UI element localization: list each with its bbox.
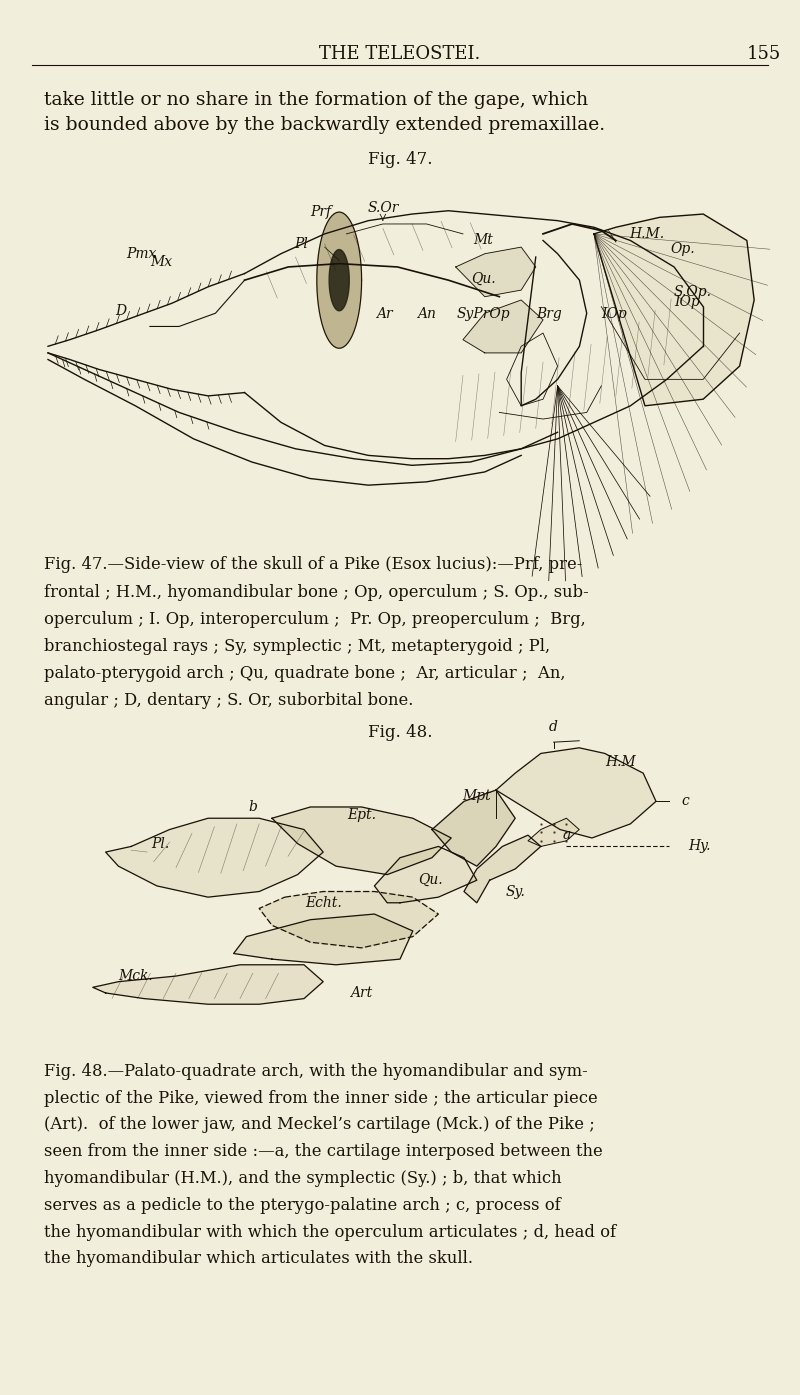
- Text: c: c: [682, 794, 690, 808]
- Text: H.M.: H.M.: [629, 227, 664, 241]
- Text: Brg: Brg: [536, 307, 562, 321]
- Text: Mt: Mt: [474, 233, 494, 247]
- Text: Mck.: Mck.: [118, 970, 153, 983]
- Polygon shape: [374, 847, 477, 903]
- Polygon shape: [93, 965, 323, 1004]
- Text: Mpt: Mpt: [462, 788, 491, 802]
- Polygon shape: [234, 914, 413, 965]
- Text: b: b: [248, 799, 258, 813]
- Polygon shape: [317, 212, 362, 349]
- Text: H.M: H.M: [605, 755, 635, 769]
- Text: the hyomandibular which articulates with the skull.: the hyomandibular which articulates with…: [44, 1250, 473, 1267]
- Text: Fig. 47.: Fig. 47.: [368, 151, 432, 167]
- Polygon shape: [594, 213, 754, 406]
- Text: angular ; D, dentary ; S. Or, suborbital bone.: angular ; D, dentary ; S. Or, suborbital…: [44, 692, 414, 710]
- Text: Hy.: Hy.: [688, 840, 710, 854]
- Text: An: An: [417, 307, 436, 321]
- Text: d: d: [549, 720, 558, 734]
- Text: frontal ; H.M., hyomandibular bone ; Op, operculum ; S. Op., sub-: frontal ; H.M., hyomandibular bone ; Op,…: [44, 583, 589, 601]
- Text: seen from the inner side :—a, the cartilage interposed between the: seen from the inner side :—a, the cartil…: [44, 1144, 602, 1161]
- Polygon shape: [432, 790, 515, 866]
- Polygon shape: [496, 748, 656, 838]
- Text: hyomandibular (H.M.), and the symplectic (Sy.) ; b, that which: hyomandibular (H.M.), and the symplectic…: [44, 1170, 562, 1187]
- Text: Qu.: Qu.: [471, 272, 496, 286]
- Polygon shape: [259, 891, 438, 947]
- Polygon shape: [106, 819, 323, 897]
- Text: palato-pterygoid arch ; Qu, quadrate bone ;  Ar, articular ;  An,: palato-pterygoid arch ; Qu, quadrate bon…: [44, 665, 566, 682]
- Text: (Art).  of the lower jaw, and Meckel’s cartilage (Mck.) of the Pike ;: (Art). of the lower jaw, and Meckel’s ca…: [44, 1116, 594, 1133]
- Text: SyPrOp: SyPrOp: [457, 307, 510, 321]
- Text: Op.: Op.: [670, 241, 695, 255]
- Polygon shape: [456, 247, 536, 297]
- Polygon shape: [528, 819, 579, 847]
- Text: S.Op.: S.Op.: [674, 285, 712, 299]
- Text: serves as a pedicle to the pterygo-palatine arch ; c, process of: serves as a pedicle to the pterygo-palat…: [44, 1197, 561, 1214]
- Text: Sy.: Sy.: [506, 884, 525, 898]
- Text: take little or no share in the formation of the gape, which: take little or no share in the formation…: [44, 91, 588, 109]
- Polygon shape: [464, 836, 541, 903]
- Text: operculum ; I. Op, interoperculum ;  Pr. Op, preoperculum ;  Brg,: operculum ; I. Op, interoperculum ; Pr. …: [44, 611, 586, 628]
- Text: IOp: IOp: [674, 294, 700, 308]
- Text: is bounded above by the backwardly extended premaxillae.: is bounded above by the backwardly exten…: [44, 116, 605, 134]
- Polygon shape: [463, 300, 543, 353]
- Text: the hyomandibular with which the operculum articulates ; d, head of: the hyomandibular with which the opercul…: [44, 1223, 616, 1240]
- Text: Ept.: Ept.: [347, 809, 376, 823]
- Text: Ar: Ar: [376, 307, 393, 321]
- Polygon shape: [329, 250, 350, 311]
- Text: Fig. 48.—Palato-quadrate arch, with the hyomandibular and sym-: Fig. 48.—Palato-quadrate arch, with the …: [44, 1063, 588, 1080]
- Text: 155: 155: [747, 45, 781, 63]
- Text: Fig. 48.: Fig. 48.: [368, 724, 432, 741]
- Text: Pl.: Pl.: [151, 837, 170, 851]
- Text: Qu.: Qu.: [418, 873, 443, 887]
- Text: Fig. 47.—Side-view of the skull of a Pike (Esox lucius):—Prf, pre-: Fig. 47.—Side-view of the skull of a Pik…: [44, 557, 582, 573]
- Polygon shape: [272, 806, 451, 875]
- Text: D: D: [115, 304, 126, 318]
- Text: branchiostegal rays ; Sy, symplectic ; Mt, metapterygoid ; Pl,: branchiostegal rays ; Sy, symplectic ; M…: [44, 638, 550, 656]
- Text: Art: Art: [350, 986, 373, 1000]
- Text: Echt.: Echt.: [305, 896, 342, 910]
- Text: plectic of the Pike, viewed from the inner side ; the articular piece: plectic of the Pike, viewed from the inn…: [44, 1089, 598, 1106]
- Text: Pmx: Pmx: [126, 247, 156, 261]
- Text: Pl: Pl: [294, 237, 308, 251]
- Text: Prf: Prf: [310, 205, 331, 219]
- Text: a: a: [562, 829, 570, 843]
- Text: Mx: Mx: [150, 255, 172, 269]
- Text: S.Or: S.Or: [367, 201, 398, 215]
- Text: THE TELEOSTEI.: THE TELEOSTEI.: [319, 45, 481, 63]
- Text: IOp: IOp: [602, 307, 627, 321]
